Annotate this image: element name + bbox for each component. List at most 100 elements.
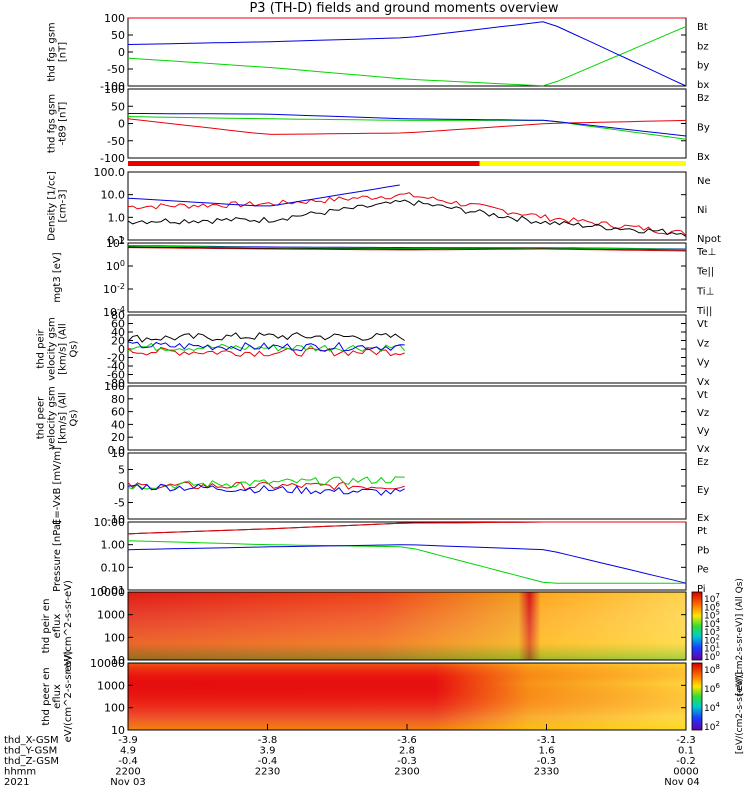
- y-axis-label: eflux: [52, 614, 63, 639]
- y-tick-label: 10.0: [101, 189, 126, 202]
- x-tick-label: 4.9: [120, 746, 136, 757]
- x-tick-label: -0.2: [676, 756, 696, 767]
- series-line: [127, 116, 687, 140]
- y-tick-label: 5: [118, 464, 125, 477]
- y-tick-label: 10-2: [103, 282, 125, 296]
- legend-entry: Bz: [697, 93, 709, 104]
- x-tick-label: 2230: [255, 767, 280, 778]
- panel-frame: [127, 17, 687, 87]
- legend-entry: Vt: [697, 319, 708, 330]
- y-tick-label: 10: [111, 447, 125, 460]
- y-tick-label: 0.10: [101, 561, 126, 574]
- y-tick-label: -20: [107, 352, 125, 365]
- y-tick-label: 20: [111, 431, 125, 444]
- series-line: [128, 113, 687, 137]
- y-axis-label: Pressure [nPa]: [52, 520, 63, 592]
- series-line: [127, 476, 405, 490]
- y-axis-label: E=-VxB [mV/m]: [52, 447, 63, 525]
- y-tick-label: 102: [106, 236, 125, 250]
- legend-entry: Vz: [697, 338, 709, 349]
- y-tick-label: -100: [100, 152, 125, 165]
- panel-frame: [127, 171, 687, 241]
- y-tick-label: -50: [107, 135, 125, 148]
- series-line: [127, 184, 400, 207]
- y-axis-label: thd fgs gsm: [47, 94, 58, 153]
- y-tick-label: -5: [114, 497, 125, 510]
- series-line: [127, 118, 687, 135]
- legend-entry: Ti⊥: [696, 286, 714, 297]
- y-axis-label: thd peir: [36, 329, 47, 369]
- y-tick-label: 100: [106, 259, 125, 273]
- x-row-label: hhmm: [4, 767, 36, 778]
- series-line: [127, 481, 405, 491]
- colorbar-tick-label: 106: [704, 682, 720, 695]
- colorbar-label: [eV/(cm2-s-sr-eV)]: [735, 672, 745, 754]
- y-tick-label: -60: [107, 369, 125, 382]
- legend-entry: bz: [697, 41, 709, 52]
- date-end-label: Nov 04: [664, 777, 699, 788]
- legend-entry: Vz: [697, 408, 709, 419]
- legend-entry: Ti||: [696, 306, 712, 317]
- legend-entry: Vx: [697, 444, 710, 455]
- panel-frame: [127, 88, 687, 159]
- legend-entry: Te||: [696, 267, 714, 278]
- status-bar-yellow: [479, 161, 686, 166]
- legend-entry: By: [697, 123, 710, 134]
- x-row-label: thd_X-GSM: [4, 735, 59, 746]
- x-tick-label: -3.1: [537, 735, 557, 746]
- legend-entry: Pt: [697, 526, 707, 537]
- legend-entry: Ni: [697, 205, 707, 216]
- panel-frame: [127, 242, 687, 313]
- y-tick-label: 100: [104, 702, 125, 715]
- panel-frame: [127, 521, 687, 591]
- spectrogram-overlay: [128, 663, 686, 730]
- y-axis-label: Qs): [69, 409, 80, 426]
- legend-entry: Pe: [697, 565, 709, 576]
- series-line: [127, 192, 687, 236]
- legend-entry: Vy: [697, 358, 710, 369]
- y-tick-label: -10: [107, 513, 125, 526]
- series-line: [127, 483, 405, 496]
- y-tick-label: 50: [111, 100, 125, 113]
- year-label: 2021: [4, 777, 29, 788]
- y-axis-label: thd fgs gsm: [47, 22, 58, 81]
- legend-entry: Vx: [697, 377, 710, 388]
- x-axis-annotations: thd_X-GSM -3.9 -3.8 -3.6 -3.1 -2.3 thd_Y-GSM 4.…: [4, 724, 700, 788]
- series-line: [127, 245, 687, 250]
- x-tick-label: -3.6: [397, 735, 417, 746]
- x-tick-label: 2.8: [399, 746, 415, 757]
- y-tick-label: 0.1: [108, 234, 126, 247]
- x-tick-label: -0.4: [258, 756, 278, 767]
- y-axis-label: eV/(cm^2-s-sr-eV): [63, 650, 74, 742]
- x-tick-label: 1.6: [539, 746, 555, 757]
- legend-entry: Te⊥: [696, 247, 716, 258]
- y-tick-label: 80: [111, 309, 125, 322]
- status-bar-red: [128, 161, 480, 166]
- legend-entry: Npot: [697, 234, 721, 245]
- legend-entry: Vy: [697, 426, 710, 437]
- y-tick-label: 100: [104, 631, 125, 644]
- y-tick-label: 0.01: [101, 584, 126, 597]
- series-line: [127, 544, 687, 584]
- y-tick-label: 100: [104, 83, 125, 96]
- x-row-label: thd_Z-GSM: [4, 756, 59, 767]
- y-axis-label: Qs): [69, 340, 80, 357]
- x-row-label: thd_Y-GSM: [4, 746, 57, 757]
- x-tick-label: 0000: [673, 767, 698, 778]
- x-tick-label: -2.3: [676, 735, 696, 746]
- colorbar-tick-label: 108: [704, 663, 720, 676]
- y-tick-label: 40: [111, 418, 125, 431]
- y-axis-label: [nT]: [58, 42, 69, 62]
- x-tick-label: 3.9: [260, 746, 276, 757]
- series-line: [127, 21, 687, 87]
- panel-frame: [127, 591, 687, 661]
- series-line: [127, 341, 405, 352]
- y-tick-label: 10: [111, 654, 125, 667]
- y-tick-label: 80: [111, 393, 125, 406]
- legend-entry: Pb: [697, 545, 709, 556]
- y-tick-label: 100: [104, 12, 125, 25]
- y-axis-label: Density [1/cc]: [47, 171, 58, 241]
- x-tick-label: 2300: [394, 767, 419, 778]
- series-line: [127, 26, 687, 87]
- legend-entry: Bt: [697, 22, 708, 33]
